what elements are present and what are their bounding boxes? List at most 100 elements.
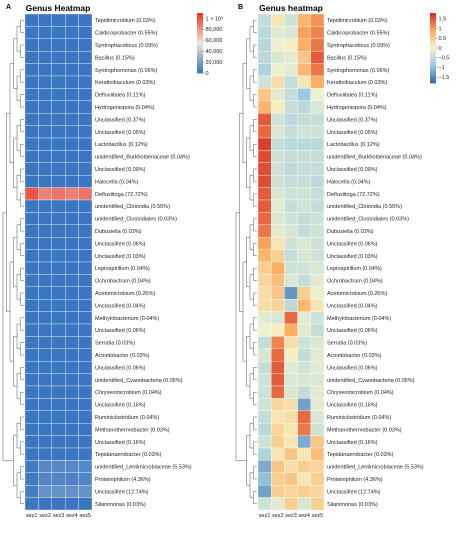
- heatmap-cell: [284, 472, 298, 486]
- legend-gradient-step: [430, 51, 436, 54]
- heatmap-cell: [24, 373, 39, 387]
- heatmap-cell: [310, 311, 325, 325]
- row-label: Unclassified (12.74%): [95, 489, 149, 495]
- legend-gradient-step: [197, 46, 203, 48]
- heatmap-cell: [257, 447, 272, 461]
- heatmap-cell: [38, 323, 52, 337]
- heatmap-cell: [24, 348, 39, 362]
- dendrogram-branch-b: [253, 391, 257, 405]
- heatmap-cell: [24, 336, 39, 349]
- heatmap-cell: [65, 485, 79, 498]
- heatmap-cell: [24, 447, 39, 461]
- heatmap-cell: [38, 460, 52, 473]
- dendrogram-branch-b: [253, 466, 257, 480]
- heatmap-cell: [38, 447, 52, 461]
- dendrogram-branch-b: [246, 137, 250, 188]
- heatmap-cell: [310, 162, 325, 176]
- legend-gradient-step: [197, 19, 203, 21]
- heatmap-cell: [38, 237, 52, 250]
- heatmap-cell: [38, 361, 52, 374]
- heatmap-cell: [24, 38, 39, 52]
- heatmap-cell: [284, 224, 298, 238]
- heatmap-cell: [51, 175, 66, 188]
- dendrogram-branch-b: [249, 26, 254, 52]
- heatmap-cell: [271, 137, 285, 151]
- heatmap-cell: [284, 261, 298, 275]
- heatmap-cell: [78, 13, 93, 27]
- heatmap-cell: [38, 385, 52, 399]
- dendrogram-branch-a: [20, 391, 24, 405]
- heatmap-cell: [38, 75, 52, 89]
- legend-gradient-step: [197, 61, 203, 63]
- heatmap-cell: [24, 472, 39, 486]
- heatmap-cell: [24, 435, 39, 449]
- heatmap-cell: [24, 150, 39, 163]
- heatmap-cell: [51, 125, 66, 139]
- legend-gradient-step: [430, 74, 436, 77]
- dendrogram-branch-b: [253, 44, 257, 58]
- dendrogram-branch-a: [20, 69, 24, 83]
- heatmap-cell: [257, 385, 272, 399]
- heatmap-cell: [284, 311, 298, 325]
- row-label: Silanimonas (0.03%): [95, 502, 146, 508]
- row-label: unidentified_Clostridia (0.55%): [95, 204, 170, 210]
- heatmap-cell: [257, 162, 272, 176]
- legend-gradient-step: [430, 44, 436, 47]
- column-label: sez5: [312, 513, 324, 519]
- heatmap-cell: [297, 286, 311, 300]
- heatmap-cell: [271, 75, 285, 89]
- legend-gradient-step: [197, 44, 203, 47]
- heatmap-cell: [51, 497, 66, 511]
- dendrogram-branch-a: [20, 243, 24, 257]
- heatmap-cell: [65, 323, 79, 337]
- heatmap-cell: [297, 497, 311, 511]
- heatmap-cell: [257, 249, 272, 263]
- panel-b-title: Genus heatmap: [259, 3, 323, 13]
- legend-gradient-step: [197, 38, 203, 41]
- row-label: Tepidanaerobacter (0.03%): [327, 452, 394, 458]
- dendrogram-branch-b: [253, 243, 257, 257]
- heatmap-cell: [271, 26, 285, 39]
- legend-gradient-step: [197, 59, 203, 62]
- row-label: Leptospirillum (0.04%): [95, 266, 150, 272]
- heatmap-cell: [51, 485, 66, 498]
- heatmap-cell: [284, 249, 298, 263]
- heatmap-cell: [24, 125, 39, 139]
- heatmap-cell: [38, 38, 52, 52]
- heatmap-cell: [78, 26, 93, 39]
- heatmap-cell: [24, 299, 39, 312]
- heatmap-cell: [257, 348, 272, 362]
- row-label: unidentified_Lentimicrobiaceae (5.53%): [95, 465, 192, 471]
- legend-gradient-step: [197, 20, 203, 23]
- heatmap-cell: [297, 150, 311, 163]
- heatmap-cell: [38, 274, 52, 287]
- dendrogram-branch-a: [13, 336, 17, 387]
- row-label: Unclassified (0.03%): [95, 254, 146, 260]
- column-label: sez2: [39, 513, 51, 519]
- heatmap-cell: [310, 286, 325, 300]
- row-label: unidentified_Lentimicrobiaceae (5.53%): [327, 465, 424, 471]
- heatmap-cell: [310, 472, 325, 486]
- column-label: sez3: [53, 513, 65, 519]
- legend-gradient-step: [197, 14, 203, 17]
- heatmap-cell: [257, 423, 272, 436]
- row-label: unidentified_Burkholderiaceae (0.04%): [95, 155, 190, 161]
- heatmap-cell: [78, 460, 93, 473]
- row-label: Serratia (0.03%): [95, 341, 135, 347]
- heatmap-cell: [284, 162, 298, 176]
- row-label: Dubosiella (0.03%): [95, 229, 142, 235]
- row-label: Unclassified (0.06%): [95, 328, 146, 334]
- heatmap-cell: [297, 398, 311, 411]
- heatmap-cell: [284, 361, 298, 374]
- heatmap-cell: [297, 348, 311, 362]
- heatmap-cell: [65, 311, 79, 325]
- heatmap-cell: [78, 447, 93, 461]
- row-label: Unclassified (0.16%): [327, 440, 378, 446]
- row-label: Ruminiclostridium (0.04%): [95, 415, 159, 421]
- dendrogram-branch-a: [16, 224, 21, 250]
- row-label: Defluviitalea (0.11%): [327, 93, 378, 99]
- heatmap-cell: [24, 361, 39, 374]
- heatmap-cell: [51, 336, 66, 349]
- row-label: Unclassified (0.06%): [327, 241, 378, 247]
- row-label: Unclassified (0.04%): [95, 303, 146, 309]
